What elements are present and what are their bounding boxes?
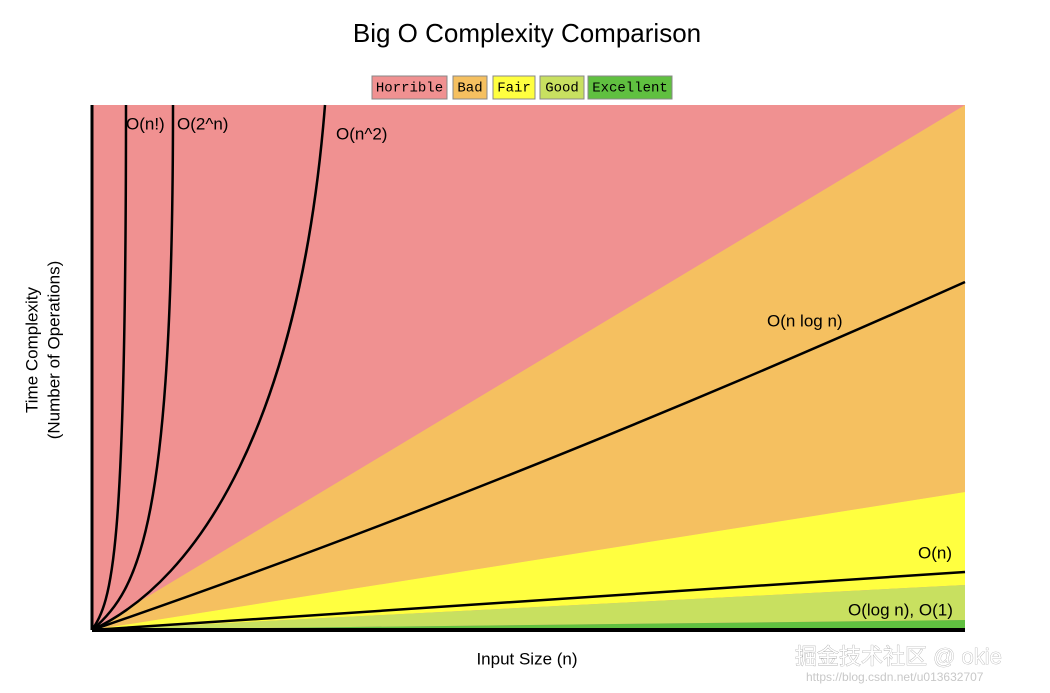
curve-label: O(n^2) [336,124,387,143]
curve [91,570,966,632]
url: https://blog.csdn.net/u013632707 [806,670,984,684]
title: Big O Complexity Comparison [353,18,701,48]
curve [90,104,128,631]
curve-label: O(n) [918,543,952,562]
legend-swatch [539,75,585,100]
y-axis-label: (Number of Operations) [44,261,63,440]
bad-region [92,105,965,630]
legend-swatch [492,75,536,100]
curves [90,104,966,632]
curve-label: O(log n), O(1) [848,600,953,619]
curve [91,280,966,632]
curve-label: O(n!) [126,114,165,133]
legend-swatch [587,75,673,100]
fair-region [92,492,965,630]
curve [91,104,175,631]
regions [92,105,965,630]
legend-label: Fair [497,81,531,97]
y-axis-label: Time Complexity [22,287,41,413]
legend-label: Good [545,81,579,97]
legend-swatch [371,75,448,100]
excellent-region [92,620,965,630]
legend-label: Bad [457,81,482,97]
legend-swatch [452,75,488,100]
legend: Horrible Bad Fair Good Excellent [371,75,673,100]
legend-label: Horrible [376,81,443,97]
curve-label: O(n log n) [767,311,843,330]
good-region [92,585,965,630]
watermark: 掘金技术社区 @ okie [795,644,1002,669]
x-axis-label: Input Size (n) [476,649,577,668]
legend-label: Excellent [592,81,668,97]
curve [91,104,327,632]
curve-label: O(2^n) [177,114,228,133]
